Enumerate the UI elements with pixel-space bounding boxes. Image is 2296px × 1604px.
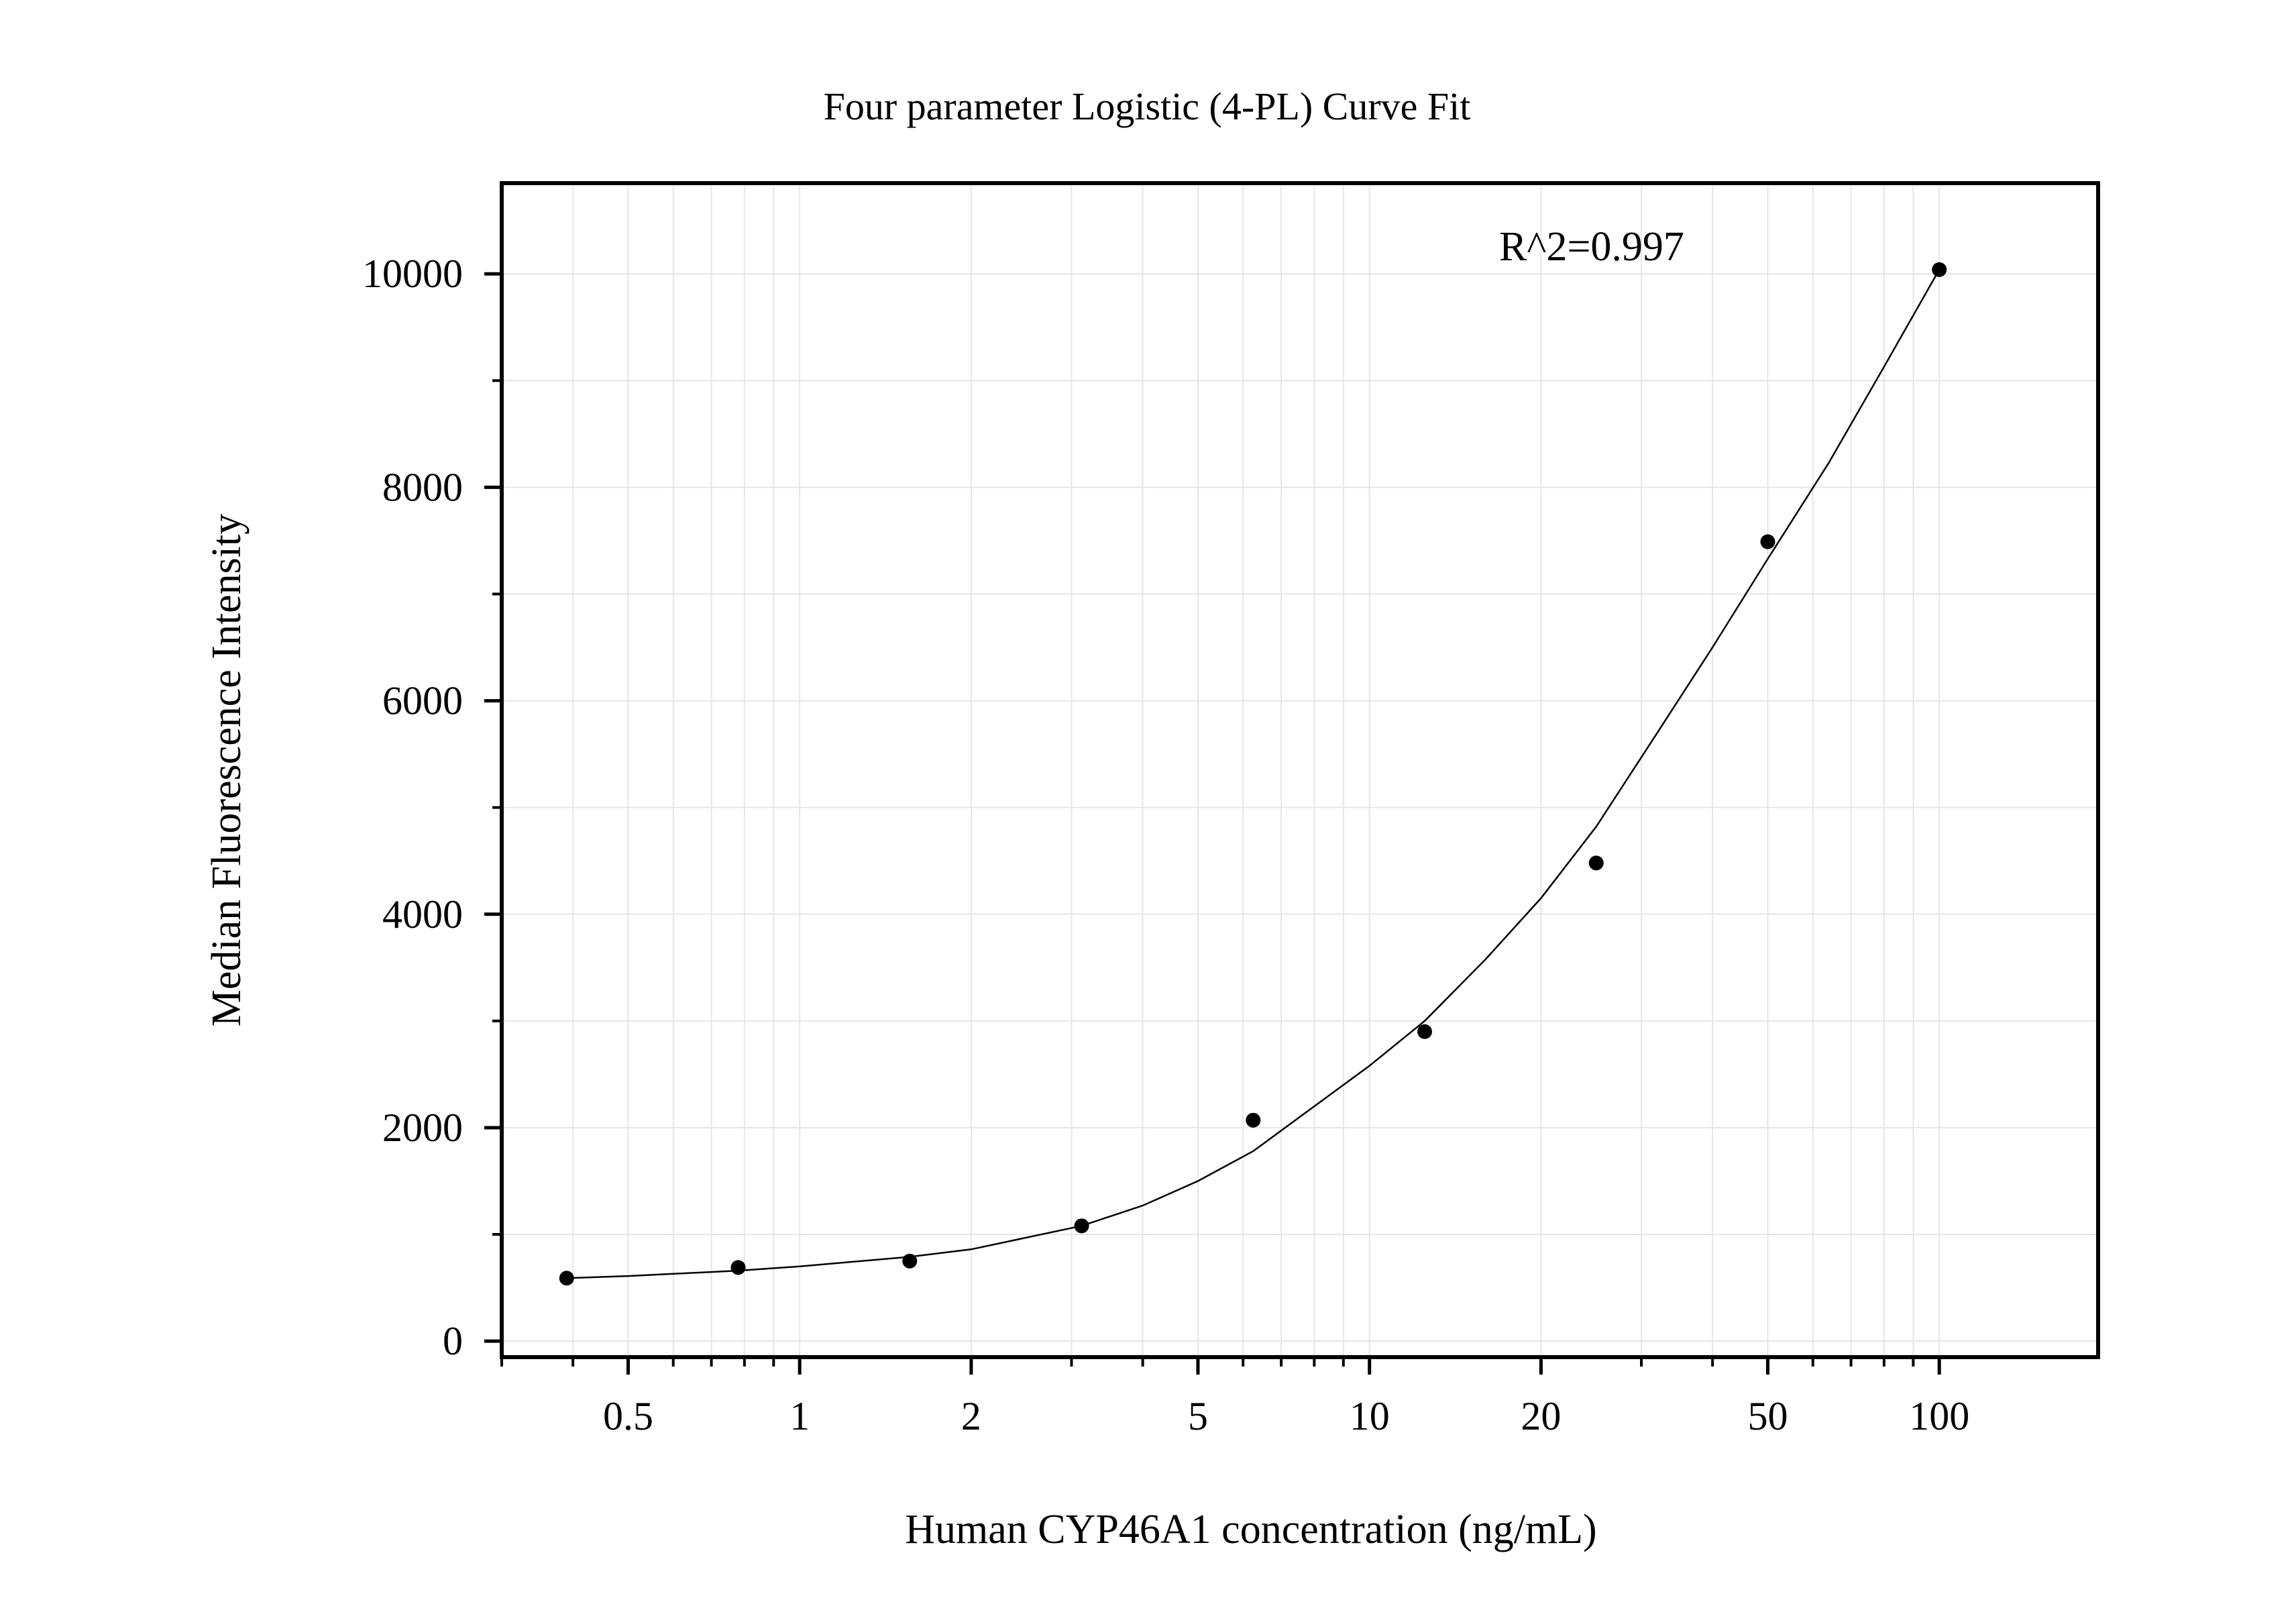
x-tick-label: 0.5 bbox=[603, 1394, 653, 1438]
plot-frame bbox=[500, 181, 2100, 1359]
fit-curve-layer bbox=[566, 269, 1940, 1279]
y-axis-label: Median Fluorescence Intensity bbox=[204, 514, 250, 1026]
y-tick-label: 8000 bbox=[382, 465, 463, 509]
y-tick-label: 0 bbox=[443, 1319, 463, 1363]
r-squared-annotation: R^2=0.997 bbox=[1499, 224, 1684, 270]
x-tick-label: 2 bbox=[961, 1394, 981, 1438]
data-point bbox=[730, 1260, 746, 1275]
y-tick-label: 10000 bbox=[362, 252, 463, 296]
data-point bbox=[1932, 262, 1947, 277]
chart-title: Four parameter Logistic (4-PL) Curve Fit bbox=[824, 85, 1471, 128]
x-tick-label: 20 bbox=[1521, 1394, 1561, 1438]
x-tick-label: 100 bbox=[1909, 1394, 1969, 1438]
data-point bbox=[1246, 1112, 1261, 1128]
data-point bbox=[1074, 1218, 1089, 1234]
x-tick-label: 5 bbox=[1188, 1394, 1208, 1438]
x-tick-label: 1 bbox=[789, 1394, 810, 1438]
data-points bbox=[559, 262, 1947, 1286]
data-point bbox=[1417, 1024, 1433, 1039]
y-tick-label: 2000 bbox=[382, 1106, 463, 1150]
x-tick-label: 10 bbox=[1350, 1394, 1390, 1438]
grid bbox=[501, 183, 2098, 1357]
tick-labels: 0.5 1 2 5 10 20 50 100 0 2000 4000 6000 8000 10000 bbox=[362, 252, 1969, 1438]
data-point bbox=[559, 1271, 574, 1286]
data-point bbox=[1588, 855, 1604, 871]
fit-curve bbox=[566, 269, 1940, 1279]
data-point bbox=[1760, 534, 1775, 549]
y-tick-label: 6000 bbox=[382, 679, 463, 723]
x-axis-label: Human CYP46A1 concentration (ng/mL) bbox=[905, 1507, 1596, 1552]
data-point bbox=[902, 1253, 918, 1269]
y-tick-label: 4000 bbox=[382, 892, 463, 937]
x-tick-label: 50 bbox=[1747, 1394, 1788, 1438]
